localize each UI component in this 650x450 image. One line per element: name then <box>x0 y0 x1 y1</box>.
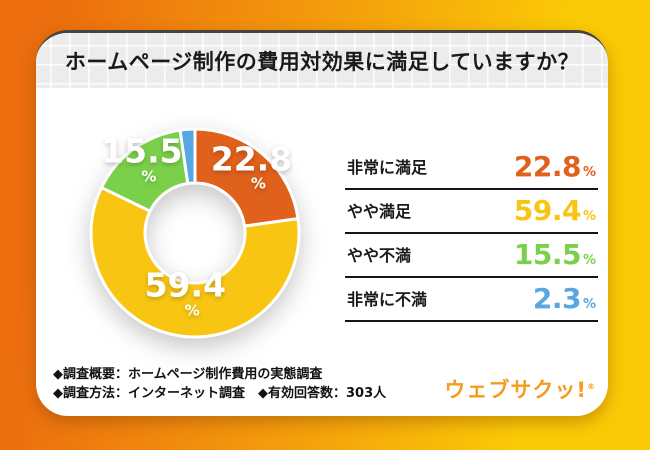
title-bar: ホームページ制作の費用対効果に満足していますか？ <box>36 33 608 88</box>
legend-row: やや満足 59.4 % <box>345 190 598 234</box>
legend-label: やや不満 <box>347 246 412 265</box>
survey-note-line2: ◆調査方法：インターネット調査 ◆有効回答数：303人 <box>53 386 387 401</box>
brand-logo: ウェブサクッ!® <box>444 374 596 404</box>
donut-slice-0 <box>193 127 300 228</box>
legend-value: 15.5 % <box>513 237 596 271</box>
donut-svg <box>89 127 301 339</box>
survey-notes: ◆調査概要：ホームページ制作費用の実態調査 ◆調査方法：インターネット調査 ◆有… <box>53 365 386 403</box>
legend-label: やや満足 <box>347 202 412 221</box>
legend-label: 非常に不満 <box>347 290 428 309</box>
donut-chart: 22.8% 59.4% 15.5% <box>83 121 307 345</box>
infographic-card: ホームページ制作の費用対効果に満足していますか？ 22.8% 59.4% 15.5%… <box>36 30 608 416</box>
legend-value: 2.3 % <box>532 281 596 315</box>
donut-slice-3 <box>178 127 197 186</box>
legend-row: 非常に不満 2.3 % <box>345 278 598 322</box>
registered-mark-icon: ® <box>587 382 596 391</box>
legend-value: 22.8 % <box>513 149 596 183</box>
legend-row: 非常に満足 22.8 % <box>345 146 598 190</box>
legend-value: 59.4 % <box>513 193 596 227</box>
survey-note-line1: ◆調査概要：ホームページ制作費用の実態調査 <box>53 367 323 382</box>
legend-row: やや不満 15.5 % <box>345 234 598 278</box>
donut-slice-1 <box>89 186 301 339</box>
brand-logo-text: ウェブサクッ! <box>444 378 587 402</box>
legend-table: 非常に満足 22.8 % やや満足 59.4 % やや不満 15.5 % <box>345 146 598 322</box>
page-title: ホームページ制作の費用対効果に満足していますか？ <box>64 49 580 74</box>
legend-label: 非常に満足 <box>347 158 428 177</box>
